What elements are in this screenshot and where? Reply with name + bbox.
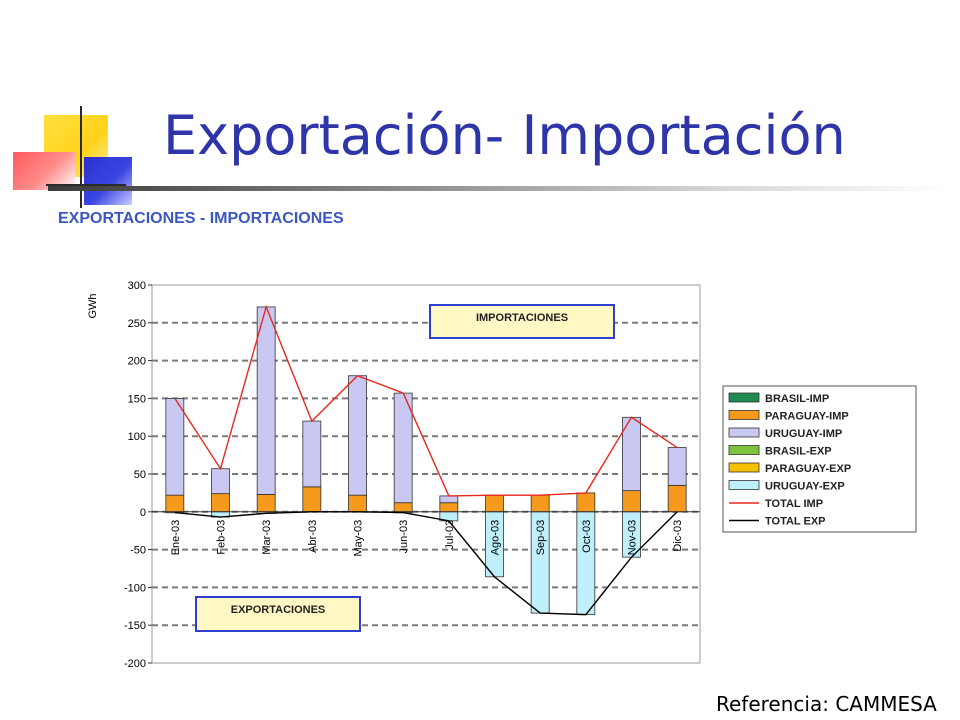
y-tick-label: 150 xyxy=(128,393,146,405)
chart-title: EXPORTACIONES - IMPORTACIONES xyxy=(58,210,344,227)
line-total-imp xyxy=(174,304,678,497)
legend-label: PARAGUAY-IMP xyxy=(765,411,849,423)
bar-uruguay-imp xyxy=(302,420,322,488)
annotation-box xyxy=(195,596,361,632)
title-underline xyxy=(48,186,953,191)
bar-uruguay-imp xyxy=(256,306,276,495)
legend-label: URUGUAY-IMP xyxy=(765,428,842,440)
bar-paraguay-imp xyxy=(348,494,367,513)
decor-horizontal-line xyxy=(46,184,126,186)
bar-paraguay-imp xyxy=(393,502,413,513)
line-total-exp xyxy=(174,511,678,616)
y-tick-label: -200 xyxy=(124,658,146,670)
bar-paraguay-imp xyxy=(439,502,459,513)
y-axis-label: GWh xyxy=(87,293,99,318)
y-tick-label: -50 xyxy=(130,545,146,557)
y-tick-label: 0 xyxy=(140,507,146,519)
bar-paraguay-imp xyxy=(622,490,641,513)
x-tick-label: Ago-03 xyxy=(490,520,502,555)
bar-paraguay-imp xyxy=(256,494,276,513)
decor-vertical-line xyxy=(80,106,82,208)
legend-swatch xyxy=(728,445,760,455)
x-tick-label: Nov-03 xyxy=(627,520,639,555)
bar-paraguay-imp xyxy=(302,486,322,513)
annotation-label: EXPORTACIONES xyxy=(231,604,326,616)
x-tick-label: Feb-03 xyxy=(216,520,228,555)
y-tick-label: 100 xyxy=(128,431,146,443)
legend-label: BRASIL-EXP xyxy=(765,446,832,458)
legend-label: URUGUAY-EXP xyxy=(765,481,845,493)
x-tick-label: Abr-03 xyxy=(307,520,319,553)
x-tick-label: Mar-03 xyxy=(261,520,273,555)
y-tick-label: -150 xyxy=(124,620,146,632)
decor-red-square xyxy=(13,152,75,190)
annotation-label: IMPORTACIONES xyxy=(476,312,568,324)
y-tick-label: 200 xyxy=(128,356,146,368)
legend-swatch xyxy=(728,480,760,490)
y-tick-label: 250 xyxy=(128,318,146,330)
y-tick-label: 50 xyxy=(134,469,146,481)
bar-paraguay-imp xyxy=(530,494,550,513)
bar-uruguay-imp xyxy=(165,397,185,496)
legend-swatch xyxy=(728,392,760,403)
annotation-box xyxy=(429,304,615,339)
x-tick-label: Oct-03 xyxy=(581,520,593,553)
bar-paraguay-imp xyxy=(667,484,687,513)
y-tick-label: 300 xyxy=(128,280,146,292)
bar-paraguay-imp xyxy=(211,493,230,513)
decor-blue-square xyxy=(84,157,132,205)
bar-uruguay-imp xyxy=(667,447,687,486)
x-tick-label: Dic-03 xyxy=(672,520,684,552)
x-tick-label: Ene-03 xyxy=(170,520,182,555)
bar-uruguay-imp xyxy=(211,468,230,495)
bar-uruguay-imp xyxy=(348,375,367,496)
x-tick-label: Jun-03 xyxy=(398,520,410,554)
y-tick-label: -100 xyxy=(124,582,146,594)
legend-swatch xyxy=(728,410,760,420)
legend-swatch xyxy=(728,427,760,438)
legend-swatch xyxy=(728,462,760,473)
reference-text: Referencia: CAMMESA xyxy=(716,692,937,716)
legend-label: PARAGUAY-EXP xyxy=(765,463,851,475)
bar-paraguay-imp xyxy=(165,494,185,513)
x-tick-label: May-03 xyxy=(353,520,365,557)
legend-label: TOTAL IMP xyxy=(765,498,823,510)
bar-uruguay-imp xyxy=(439,495,459,504)
x-tick-label: Sep-03 xyxy=(535,520,547,555)
x-tick-label: Jul-03 xyxy=(444,520,456,550)
bar-paraguay-imp xyxy=(485,494,504,513)
legend-box xyxy=(722,385,917,533)
bar-paraguay-imp xyxy=(576,492,596,513)
legend-label: TOTAL EXP xyxy=(765,516,826,528)
legend-label: BRASIL-IMP xyxy=(765,393,829,405)
slide-title: Exportación- Importación xyxy=(163,104,846,167)
bar-uruguay-imp xyxy=(393,392,413,504)
